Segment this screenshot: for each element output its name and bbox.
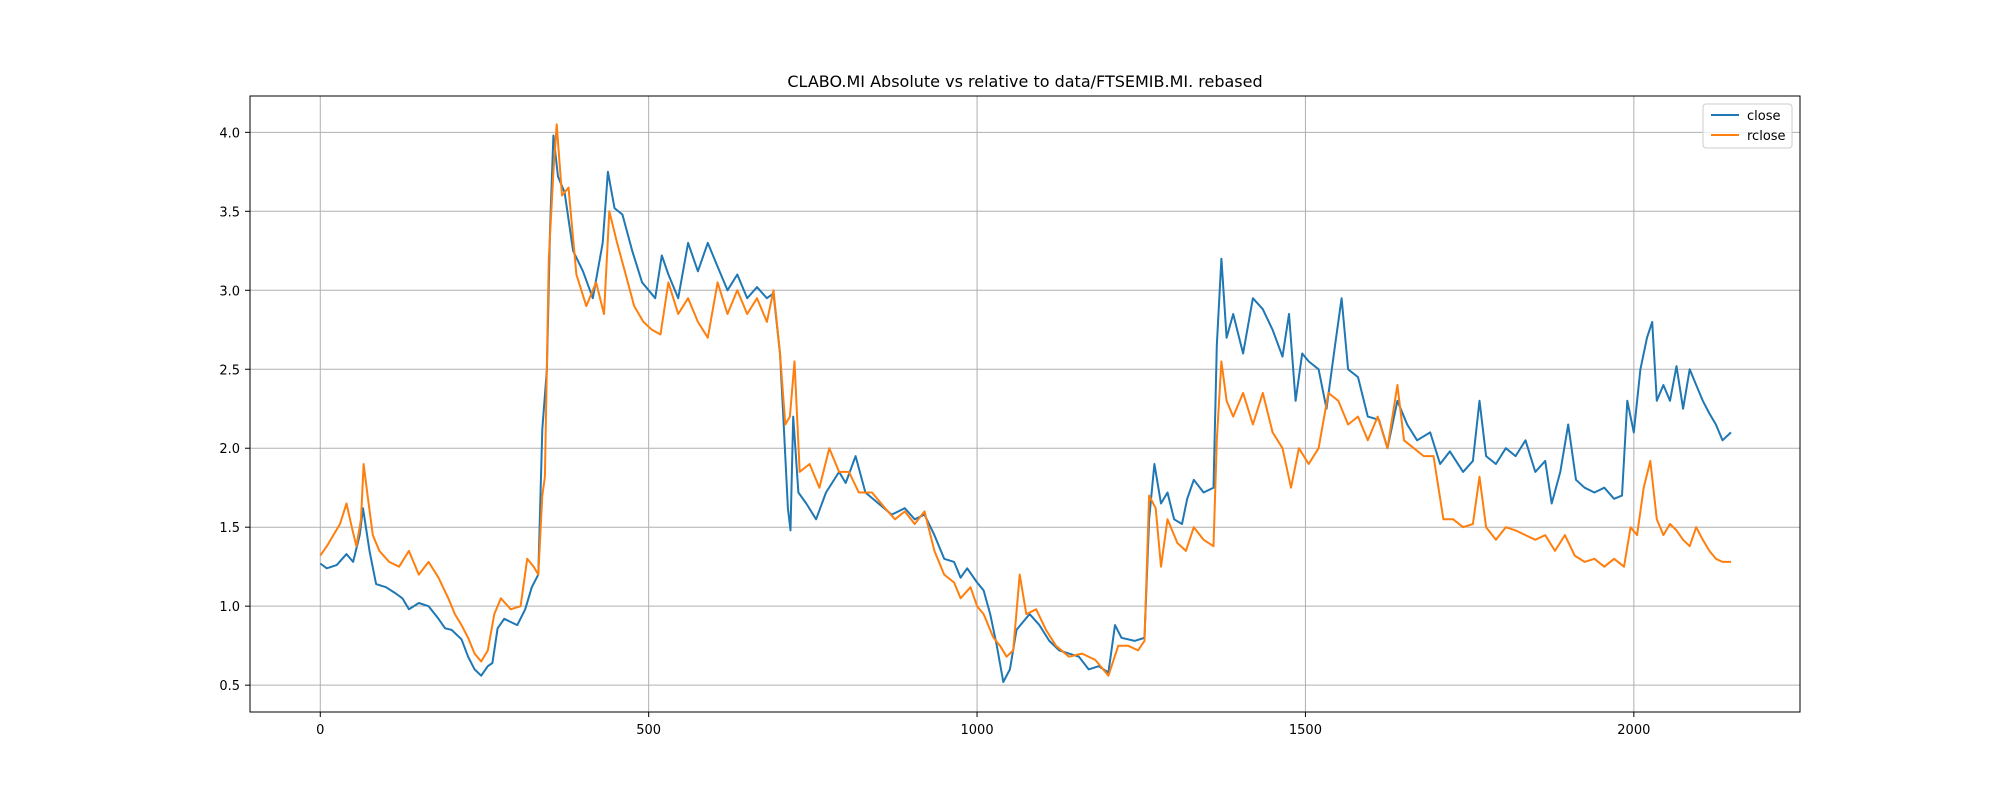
x-tick-label: 500 [636,723,661,738]
series-line-rclose [319,123,1731,677]
series-layer [319,123,1732,683]
x-tick-label: 2000 [1617,723,1650,738]
x-tick-label: 1000 [961,723,994,738]
legend-label-close: close [1747,109,1780,124]
legend-label-rclose: rclose [1747,129,1786,144]
y-tick-label: 1.5 [219,521,240,536]
chart-title: CLABO.MI Absolute vs relative to data/FT… [787,72,1262,91]
y-tick-label: 1.0 [219,600,240,615]
x-tick-label: 0 [316,723,324,738]
y-tick-label: 3.0 [219,284,240,299]
y-tick-label: 2.0 [219,442,240,457]
legend: close rclose [1702,103,1793,149]
y-tick-label: 4.0 [219,126,240,141]
axis-ticks: 0 500 1000 1500 2000 0.5 1.0 1.5 2.0 2.5 3.0 3.5 4.0 [219,126,1650,738]
series-line-close [319,134,1732,683]
y-tick-label: 3.5 [219,205,240,220]
y-tick-label: 2.5 [219,363,240,378]
x-tick-label: 1500 [1289,723,1322,738]
y-tick-label: 0.5 [219,679,240,694]
plot-frame [249,95,1801,713]
